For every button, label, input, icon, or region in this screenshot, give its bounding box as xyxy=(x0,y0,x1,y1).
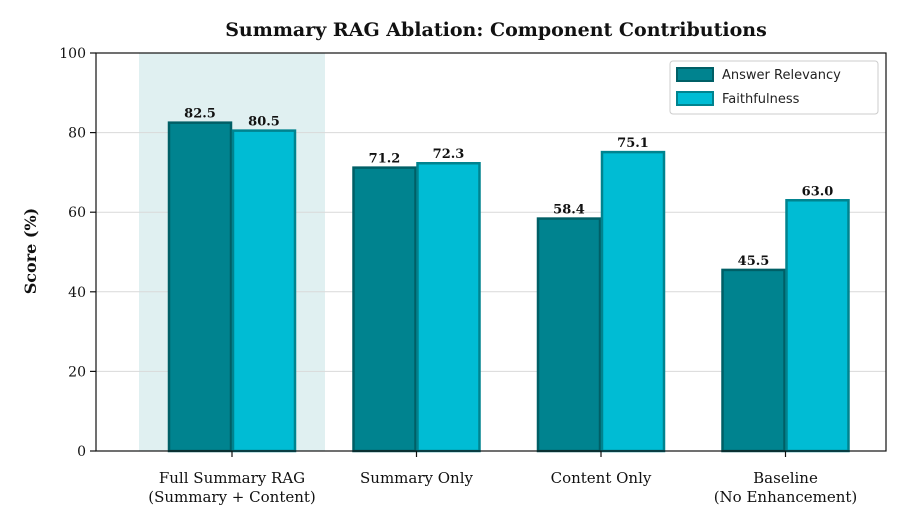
x-tick-label: (No Enhancement) xyxy=(714,488,858,506)
x-tick-label: Content Only xyxy=(551,469,652,487)
y-tick-label: 40 xyxy=(68,285,86,301)
bar-faithfulness xyxy=(416,161,481,453)
x-tick-label: (Summary + Content) xyxy=(148,488,316,506)
bar-faithfulness xyxy=(785,199,850,453)
legend-label: Faithfulness xyxy=(722,92,800,107)
legend: Answer Relevancy Faithfulness xyxy=(669,60,879,115)
bar-faithfulness xyxy=(231,129,297,453)
bar-faithfulness xyxy=(600,150,666,453)
x-tick-label: Baseline xyxy=(753,469,818,487)
data-label: 75.1 xyxy=(617,136,649,151)
data-label: 63.0 xyxy=(802,184,834,199)
y-tick-label: 100 xyxy=(59,46,86,62)
legend-swatch xyxy=(676,67,714,82)
legend-box xyxy=(669,60,879,115)
bar-answer-relevancy xyxy=(167,121,233,453)
data-label: 45.5 xyxy=(738,254,770,269)
y-tick-label: 0 xyxy=(77,444,86,460)
y-tick-label: 80 xyxy=(68,126,86,142)
data-label: 80.5 xyxy=(248,115,280,130)
bar-answer-relevancy xyxy=(352,166,417,453)
y-tick-label: 20 xyxy=(68,364,86,380)
bar-answer-relevancy xyxy=(536,217,602,453)
data-label: 72.3 xyxy=(433,147,465,162)
data-label: 58.4 xyxy=(553,203,585,218)
y-tick-label: 60 xyxy=(68,205,86,221)
chart-title: Summary RAG Ablation: Component Contribu… xyxy=(225,19,767,41)
data-label: 71.2 xyxy=(369,152,401,167)
legend-swatch xyxy=(676,91,714,106)
x-tick-label: Summary Only xyxy=(360,469,473,487)
plot-frame xyxy=(95,52,887,452)
y-axis-label: Score (%) xyxy=(21,208,40,295)
legend-label: Answer Relevancy xyxy=(722,68,841,83)
data-label: 82.5 xyxy=(184,107,216,122)
x-tick-label: Full Summary RAG xyxy=(159,469,305,487)
bar-answer-relevancy xyxy=(721,268,786,453)
